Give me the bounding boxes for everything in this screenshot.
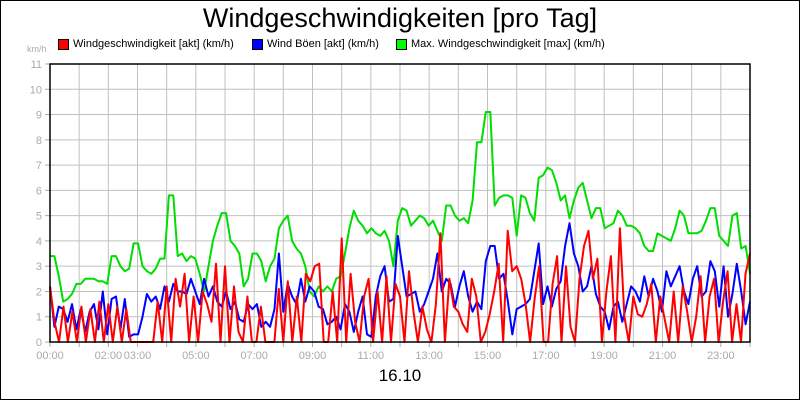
data-series (49, 111, 751, 343)
y-tick-label: 6 (36, 185, 42, 197)
legend-label: Max. Windgeschwindigkeit [max] (km/h) (411, 38, 605, 50)
x-tick-label: 02:00 (95, 350, 123, 362)
x-tick-label: 17:00 (532, 350, 560, 362)
legend-swatch-blue (252, 38, 263, 50)
y-tick-label: 10 (30, 84, 42, 96)
x-axis-date-label: 16.10 (378, 366, 422, 385)
y-tick-label: 4 (36, 236, 42, 248)
x-tick-label: 03:00 (124, 350, 152, 362)
x-tick-label: 15:00 (474, 350, 502, 362)
series-line (49, 227, 751, 343)
legend-swatch-green (396, 38, 407, 50)
y-tick-label: 3 (36, 261, 42, 273)
series-line (50, 111, 751, 303)
x-tick-label: 00:00 (36, 350, 64, 362)
x-tick-label: 23:00 (707, 350, 735, 362)
y-tick-label: 1 (36, 312, 42, 324)
y-tick-label: 9 (36, 110, 42, 122)
legend-label: Windgeschwindigkeit [akt] (km/h) (73, 38, 234, 50)
y-axis-unit: km/h (27, 44, 47, 54)
legend-item-max-speed: Max. Windgeschwindigkeit [max] (km/h) (396, 38, 605, 50)
x-tick-label: 05:00 (182, 350, 210, 362)
x-tick-label: 13:00 (415, 350, 443, 362)
y-tick-label: 11 (31, 59, 42, 71)
y-tick-label: 7 (36, 160, 42, 172)
legend-item-gusts: Wind Böen [akt] (km/h) (252, 38, 379, 50)
x-tick-label: 19:00 (590, 350, 618, 362)
y-axis-ticks: 0 1 2 3 4 5 6 7 8 9 10 11 (30, 59, 50, 349)
y-tick-label: 2 (36, 286, 42, 298)
chart-title: Windgeschwindigkeiten [pro Tag] (202, 3, 598, 33)
legend-item-wind-speed: Windgeschwindigkeit [akt] (km/h) (58, 38, 234, 50)
y-tick-label: 5 (36, 211, 42, 223)
y-tick-label: 8 (36, 135, 42, 147)
x-axis-ticks: 00:00 02:00 03:00 05:00 07:00 09:00 11:00 13:00… (36, 342, 751, 362)
x-tick-label: 21:00 (649, 350, 677, 362)
x-tick-label: 07:00 (240, 350, 268, 362)
plot-border (49, 63, 751, 343)
x-tick-label: 11:00 (357, 350, 384, 362)
y-tick-label: 0 (36, 337, 42, 349)
legend-label: Wind Böen [akt] (km/h) (267, 38, 379, 50)
legend-swatch-red (58, 38, 69, 50)
x-tick-label: 09:00 (299, 350, 327, 362)
